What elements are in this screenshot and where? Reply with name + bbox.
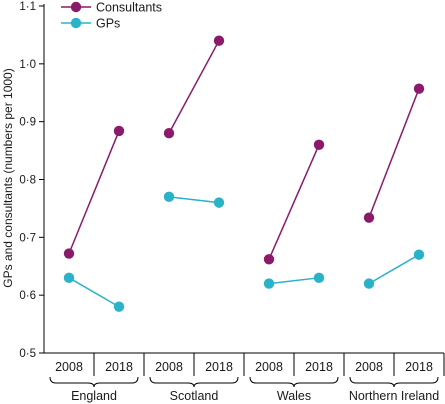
x-categories: 2008 2018 England 2008 2018 Scotland 2008 2018 W… <box>49 353 445 403</box>
group-brace <box>249 376 339 388</box>
legend-label: GPs <box>96 17 120 31</box>
y-tick-label: 0·6 <box>19 290 36 302</box>
y-tick-label: 0·7 <box>19 232 36 244</box>
x-tick-label: 2008 <box>255 360 283 374</box>
x-tick-label: 2018 <box>205 360 233 374</box>
data-point <box>113 301 125 312</box>
y-tick-label: 0·5 <box>19 348 36 360</box>
x-tick-label: 2008 <box>155 360 183 374</box>
group-label: Wales <box>277 389 311 403</box>
data-point <box>63 272 75 284</box>
data-point <box>163 191 175 203</box>
data-point <box>213 35 225 46</box>
data-point <box>263 278 275 289</box>
data-point <box>363 212 375 223</box>
data-point <box>163 128 175 139</box>
data-point <box>413 249 425 260</box>
data-point <box>63 248 75 259</box>
x-tick-label: 2018 <box>405 360 433 374</box>
series-line <box>368 254 420 285</box>
group-brace <box>149 376 239 388</box>
series-line <box>168 196 220 204</box>
legend-label: Consultants <box>96 1 162 15</box>
x-tick-label: 2008 <box>55 360 83 374</box>
y-ticks: 0·5 0·6 0·7 0·8 0·9 1·0 1·1 <box>19 1 44 360</box>
series-line <box>68 277 120 308</box>
data-point <box>113 125 125 137</box>
y-tick-label: 1·1 <box>19 1 36 13</box>
group-label: Northern Ireland <box>349 389 439 403</box>
x-tick-label: 2018 <box>305 360 333 374</box>
series-line <box>268 144 320 260</box>
data-point <box>363 278 375 289</box>
series-line <box>268 277 320 285</box>
group-brace <box>349 376 439 388</box>
legend-marker <box>70 1 82 13</box>
y-axis-title: GPs and consultants (numbers per 1000) <box>1 68 15 287</box>
legend: Consultants GPs <box>61 1 162 31</box>
y-tick-label: 0·8 <box>19 175 36 187</box>
group-brace <box>49 376 139 388</box>
data-point <box>313 139 325 150</box>
series-line <box>368 88 420 218</box>
data-point <box>263 254 275 265</box>
series-line <box>68 130 120 254</box>
legend-marker <box>70 17 82 29</box>
x-tick-label: 2018 <box>105 360 133 374</box>
series-layer <box>63 35 425 312</box>
series-line <box>168 40 220 134</box>
data-point <box>313 272 325 284</box>
y-tick-label: 1·0 <box>19 59 36 71</box>
data-point <box>213 197 225 208</box>
y-tick-label: 0·9 <box>19 117 36 129</box>
group-label: England <box>71 389 117 403</box>
group-label: Scotland <box>170 389 219 403</box>
x-tick-label: 2008 <box>355 360 383 374</box>
data-point <box>413 83 425 94</box>
